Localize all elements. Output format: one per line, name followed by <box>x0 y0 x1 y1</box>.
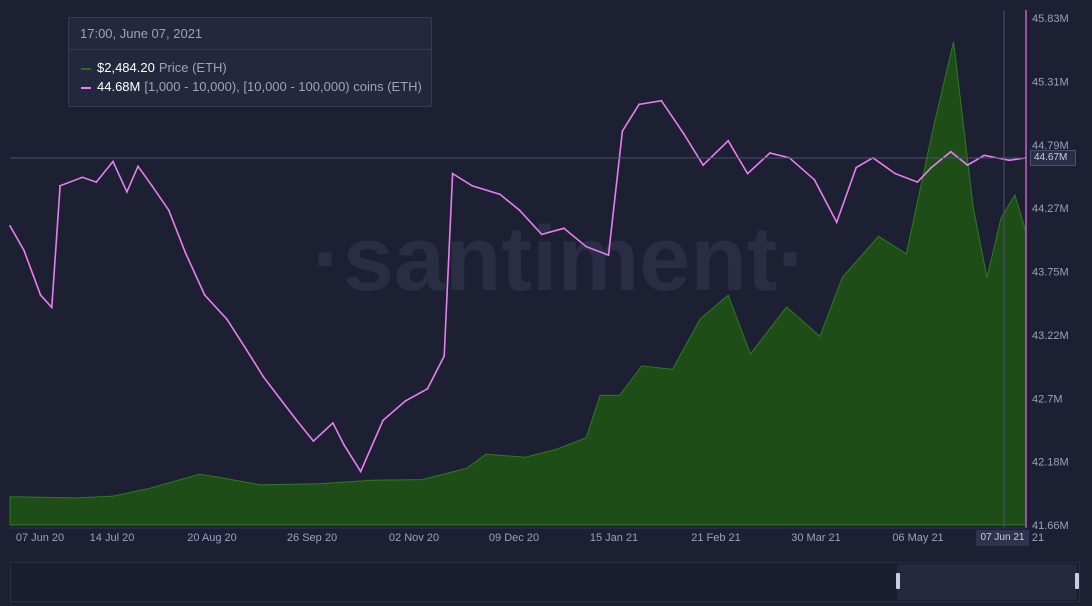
holdings-point <box>1008 159 1011 162</box>
holdings-point <box>443 355 446 357</box>
holdings-point <box>245 349 248 351</box>
holdings-point <box>746 172 749 175</box>
holdings-point <box>585 245 588 248</box>
hover-x-badge: 07 Jun 21 <box>976 530 1029 546</box>
holdings-point <box>660 99 663 102</box>
holdings-point <box>59 184 61 187</box>
holdings-point <box>835 221 838 224</box>
x-tick-label: 06 May 21 <box>892 532 943 544</box>
x-axis: 07 Jun 20 14 Jul 20 20 Aug 20 26 Sep 20 02 N… <box>16 532 1044 544</box>
x-tick-label: 07 Jun 20 <box>16 532 64 544</box>
holdings-point <box>916 181 919 184</box>
holdings-point <box>949 150 952 153</box>
holdings-point <box>382 419 384 422</box>
holdings-point <box>343 443 345 446</box>
holdings-point <box>499 193 501 196</box>
y-tick-label: 42.7M <box>1032 393 1063 405</box>
holdings-point <box>50 306 53 309</box>
holdings-point <box>682 132 685 135</box>
holdings-point <box>312 440 315 442</box>
tooltip-date: 17:00, June 07, 2021 <box>69 18 431 50</box>
navigator-right-handle[interactable] <box>1075 573 1079 589</box>
price-area <box>9 41 1027 526</box>
holdings-point <box>203 294 206 297</box>
holdings-point <box>702 164 704 167</box>
tooltip-price-value: $2,484.20 <box>97 60 155 75</box>
holdings-point <box>279 397 281 400</box>
x-tick-label: 21 <box>1032 532 1044 544</box>
y-tick-label: 45.31M <box>1032 76 1069 88</box>
navigator-selection[interactable] <box>897 564 1077 600</box>
holdings-point <box>262 375 265 378</box>
holdings-point <box>359 470 362 473</box>
y-tick-label: 45.83M <box>1032 13 1069 25</box>
holdings-point <box>426 387 429 390</box>
holdings-point <box>966 164 969 167</box>
x-tick-label: 09 Dec 20 <box>489 532 539 544</box>
tooltip-row-price: $2,484.20 Price (ETH) <box>81 60 227 75</box>
holdings-point <box>471 184 473 187</box>
holdings-point <box>332 422 334 424</box>
holdings-point <box>930 166 933 169</box>
holdings-point <box>813 178 816 181</box>
holdings-point <box>638 103 640 106</box>
y-tick-label: 43.75M <box>1032 267 1069 279</box>
hover-y-badge: 44.67M <box>1030 150 1076 166</box>
price-swatch <box>81 67 91 70</box>
holdings-point <box>607 254 610 256</box>
tooltip: 17:00, June 07, 2021 $2,484.20 Price (ETH… <box>68 17 432 107</box>
y-tick-label: 44.27M <box>1032 203 1069 215</box>
holdings-point <box>39 294 42 297</box>
holdings-point <box>112 160 114 163</box>
holdings-point <box>518 209 521 212</box>
x-tick-label: 21 Feb 21 <box>691 532 741 544</box>
holdings-point <box>727 139 730 142</box>
holdings-point <box>894 172 897 175</box>
holdings-line-path <box>9 99 1027 474</box>
holdings-point <box>540 233 543 236</box>
y-axis: 45.83M 45.31M 44.79M 44.27M 43.75M 43.22M 42.7… <box>1032 13 1069 532</box>
navigator-left-handle[interactable] <box>896 573 900 589</box>
y-tick-label: 41.66M <box>1032 520 1069 532</box>
holdings-point <box>137 165 139 168</box>
holdings-point <box>9 225 11 227</box>
holdings-point <box>126 191 128 193</box>
tooltip-row-holdings: 44.68M [1,000 - 10,000), [10,000 - 100,00… <box>81 79 422 94</box>
y-tick-label: 44.79M <box>1032 140 1069 152</box>
tooltip-price-label: Price (ETH) <box>158 60 227 75</box>
x-tick-label: 26 Sep 20 <box>287 532 337 544</box>
holdings-line <box>9 99 1027 474</box>
holdings-point <box>184 251 187 254</box>
holdings-point <box>295 419 298 422</box>
range-navigator[interactable] <box>10 562 1080 602</box>
x-tick-label: 30 Mar 21 <box>791 532 841 544</box>
tooltip-holdings-value: 44.68M <box>97 79 141 94</box>
holdings-point <box>563 227 565 230</box>
x-tick-label: 20 Aug 20 <box>187 532 237 544</box>
holdings-point <box>983 154 986 157</box>
holdings-point <box>451 172 454 175</box>
y-tick-label: 43.22M <box>1032 330 1069 342</box>
holdings-point <box>404 400 407 402</box>
holdings-point <box>81 176 84 179</box>
x-tick-label: 02 Nov 20 <box>389 532 439 544</box>
holdings-point <box>855 166 858 169</box>
holdings-point <box>95 181 98 184</box>
x-tick-label: 14 Jul 20 <box>90 532 135 544</box>
holdings-point <box>769 152 771 154</box>
watermark: ·santiment· <box>312 208 808 310</box>
tooltip-holdings-label: [1,000 - 10,000), [10,000 - 100,000) coi… <box>144 79 422 94</box>
holdings-swatch <box>81 86 91 89</box>
y-tick-label: 42.18M <box>1032 457 1069 469</box>
price-area-path <box>9 41 1027 526</box>
holdings-point <box>226 318 229 321</box>
holdings-point <box>621 130 624 133</box>
holdings-point <box>151 184 153 187</box>
holdings-point <box>23 249 25 252</box>
x-tick-label: 15 Jan 21 <box>590 532 638 544</box>
holdings-point <box>167 209 170 212</box>
